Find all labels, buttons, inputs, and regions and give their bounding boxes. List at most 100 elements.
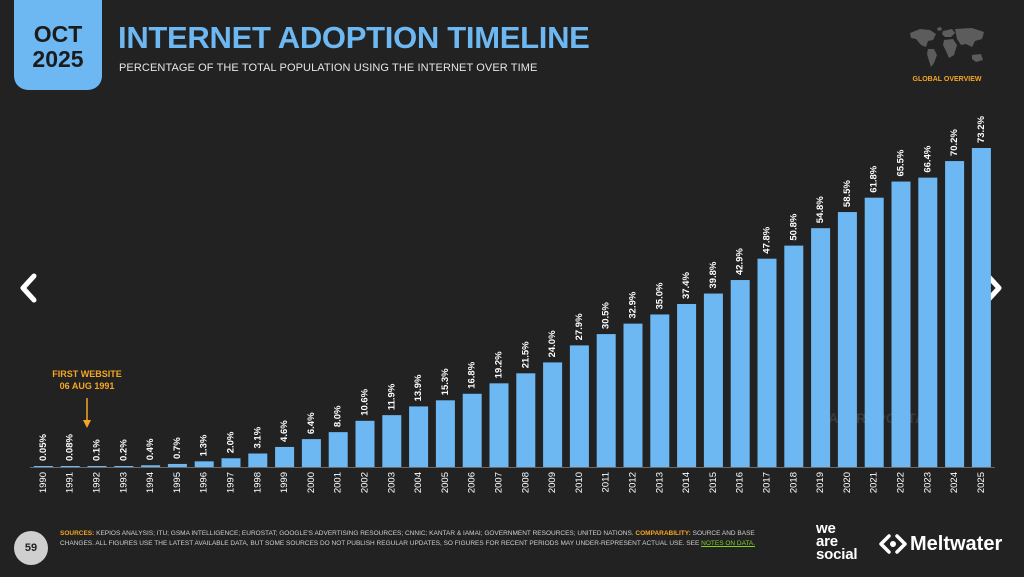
x-tick-label-1995: 1995 [172,472,183,493]
data-label-2013: 35.0% [654,282,665,309]
bar-2011 [596,334,616,467]
comparability-text: SOURCE AND BASE CHANGES. ALL FIGURES USE… [60,530,755,547]
x-tick-label-2014: 2014 [681,472,692,493]
x-tick-label-1992: 1992 [92,472,103,493]
x-tick-label-1991: 1991 [65,472,76,493]
meltwater-logo-icon [879,534,907,554]
bar-1990 [33,466,53,467]
x-tick-label-2024: 2024 [949,472,960,493]
data-label-2012: 32.9% [628,291,639,318]
bar-1996 [194,461,214,467]
bar-2014 [677,304,697,467]
x-tick-label-1997: 1997 [226,472,237,493]
sources-note: SOURCES: KEPIOS ANALYSIS; ITU; GSMA INTE… [60,529,786,549]
x-tick-label-2025: 2025 [976,472,987,493]
brand-line-3: social [816,546,858,563]
x-tick-label-2018: 2018 [788,472,799,493]
data-label-2008: 21.5% [520,341,531,368]
data-label-2011: 30.5% [601,302,612,329]
sources-text: KEPIOS ANALYSIS; ITU; GSMA INTELLIGENCE;… [96,530,634,537]
data-label-1992: 0.1% [92,439,103,461]
data-label-2010: 27.9% [574,313,585,340]
bar-1997 [221,458,241,467]
x-tick-label-2011: 2011 [601,472,612,492]
data-label-2003: 11.9% [386,383,397,410]
data-label-2015: 39.8% [708,261,719,288]
data-label-2001: 8.0% [333,405,344,427]
annotation-line-2: 06 AUG 1991 [60,381,115,391]
data-label-2014: 37.4% [681,272,692,299]
sources-label: SOURCES: [60,530,95,537]
chevron-right-icon [985,273,1002,303]
bar-1998 [248,453,268,467]
x-tick-label-2005: 2005 [440,472,451,493]
x-tick-label-2021: 2021 [869,472,880,493]
bar-2008 [516,373,536,467]
bar-2000 [301,439,321,467]
x-tick-label-1998: 1998 [252,472,263,493]
x-tick-label-2003: 2003 [386,472,397,493]
date-month: OCT [33,21,83,47]
data-label-1993: 0.2% [118,439,129,461]
x-tick-label-2007: 2007 [494,472,505,493]
x-tick-label-2001: 2001 [333,472,344,493]
we-are-social-logo: we are social [816,521,858,563]
previous-slide-button[interactable] [14,270,42,306]
x-tick-label-2016: 2016 [735,472,746,493]
bar-2010 [569,345,589,467]
arrow-down-icon [83,420,91,428]
page-number: 59 [14,531,48,565]
notes-on-data-link[interactable]: NOTES ON DATA. [701,540,756,547]
bar-1999 [275,446,295,467]
bar-2005 [435,400,455,467]
x-tick-label-2023: 2023 [922,472,933,493]
x-tick-label-2006: 2006 [467,472,478,493]
bar-2017 [757,258,777,467]
region-label: GLOBAL OVERVIEW [912,76,982,83]
data-label-1998: 3.1% [252,426,263,448]
data-label-1999: 4.6% [279,420,290,442]
data-label-2005: 15.3% [440,368,451,395]
bar-2009 [543,362,563,467]
data-label-2006: 16.8% [467,361,478,388]
data-label-2020: 58.5% [842,180,853,207]
bar-2012 [623,323,643,467]
bar-2004 [409,406,429,467]
x-tick-label-1990: 1990 [38,472,49,493]
x-tick-label-1996: 1996 [199,472,210,493]
x-tick-label-2010: 2010 [574,472,585,493]
bar-2018 [784,245,804,467]
data-label-1997: 2.0% [226,431,237,453]
data-label-1995: 0.7% [172,437,183,459]
data-label-2018: 50.8% [788,213,799,240]
bar-2013 [650,314,670,467]
data-label-2025: 73.2% [976,116,987,143]
world-map-icon [910,27,984,67]
data-label-2000: 6.4% [306,412,317,434]
data-label-2021: 61.8% [869,165,880,192]
data-label-2019: 54.8% [815,196,826,223]
data-label-1996: 1.3% [199,434,210,456]
bar-2023 [918,177,938,467]
brand-line-2: are [816,533,838,550]
bar-2001 [328,432,348,467]
bar-2015 [703,293,723,467]
meltwater-wordmark: Meltwater [910,533,1003,555]
bar-2022 [891,181,911,467]
bar-1992 [87,466,107,467]
bar-1993 [114,466,134,467]
x-tick-label-2004: 2004 [413,472,424,493]
x-tick-label-2009: 2009 [547,472,558,493]
bar-2003 [382,415,402,467]
next-slide-button[interactable] [980,270,1008,306]
data-label-2007: 19.2% [494,351,505,378]
bar-2007 [489,383,509,467]
data-label-2017: 47.8% [762,226,773,253]
data-label-2016: 42.9% [735,248,746,275]
data-label-2023: 66.4% [922,145,933,172]
data-label-1990: 0.05% [38,434,49,461]
bar-2019 [811,228,831,467]
bar-2016 [730,280,750,467]
